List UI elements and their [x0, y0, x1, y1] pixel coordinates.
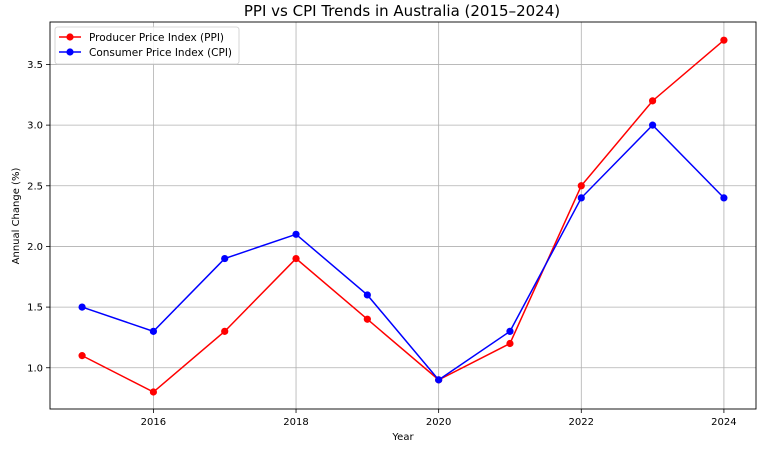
legend-box [54, 26, 240, 65]
series-ppi [78, 36, 728, 396]
data-point-marker [149, 327, 158, 335]
y-tick-label: 1.5 [27, 303, 43, 314]
data-point-marker [648, 121, 657, 129]
data-point-marker [720, 36, 728, 44]
data-point-marker [221, 327, 229, 335]
data-point-marker [78, 352, 86, 360]
x-axis-ticks: 2016 2018 2020 2022 2024 [141, 409, 737, 428]
plot-area-frame [49, 21, 757, 410]
data-point-marker [292, 254, 300, 263]
y-tick-label: 2.0 [27, 242, 43, 253]
x-tick-label: 2018 [283, 417, 308, 428]
series-layer [78, 36, 728, 396]
series-cpi [78, 121, 728, 384]
series-line [81, 124, 725, 381]
data-point-marker [363, 315, 371, 323]
legend-marker [66, 33, 74, 41]
x-tick-label: 2022 [569, 417, 594, 428]
y-tick-label: 3.0 [27, 121, 43, 132]
data-point-marker [577, 194, 585, 202]
data-point-marker [506, 339, 514, 348]
chart-title: PPI vs CPI Trends in Australia (2015–202… [244, 2, 560, 20]
data-point-marker [78, 303, 86, 311]
y-tick-label: 1.0 [27, 363, 43, 374]
x-axis-label: Year [391, 432, 414, 443]
y-tick-label: 2.5 [27, 181, 43, 192]
data-point-marker [577, 182, 585, 190]
data-point-marker [506, 327, 514, 335]
legend-label: Producer Price Index (PPI) [89, 32, 224, 44]
x-tick-label: 2024 [711, 417, 736, 428]
data-point-marker [648, 97, 657, 105]
x-tick-label: 2016 [141, 417, 166, 428]
legend-label: Consumer Price Index (CPI) [89, 47, 232, 59]
data-point-marker [149, 388, 158, 396]
y-axis-ticks: 1.0 1.5 2.0 2.5 3.0 3.5 [27, 60, 50, 374]
y-tick-label: 3.5 [27, 60, 43, 71]
grid-lines [50, 22, 756, 409]
data-point-marker [363, 291, 371, 299]
legend: Producer Price Index (PPI) Consumer Price… [54, 26, 240, 65]
legend-marker [66, 48, 74, 56]
data-point-marker [292, 230, 300, 238]
y-axis-label: Annual Change (%) [11, 168, 22, 265]
data-point-marker [435, 376, 443, 384]
data-point-marker [720, 194, 728, 202]
series-line [81, 39, 725, 393]
x-tick-label: 2020 [426, 417, 451, 428]
data-point-marker [221, 254, 229, 263]
